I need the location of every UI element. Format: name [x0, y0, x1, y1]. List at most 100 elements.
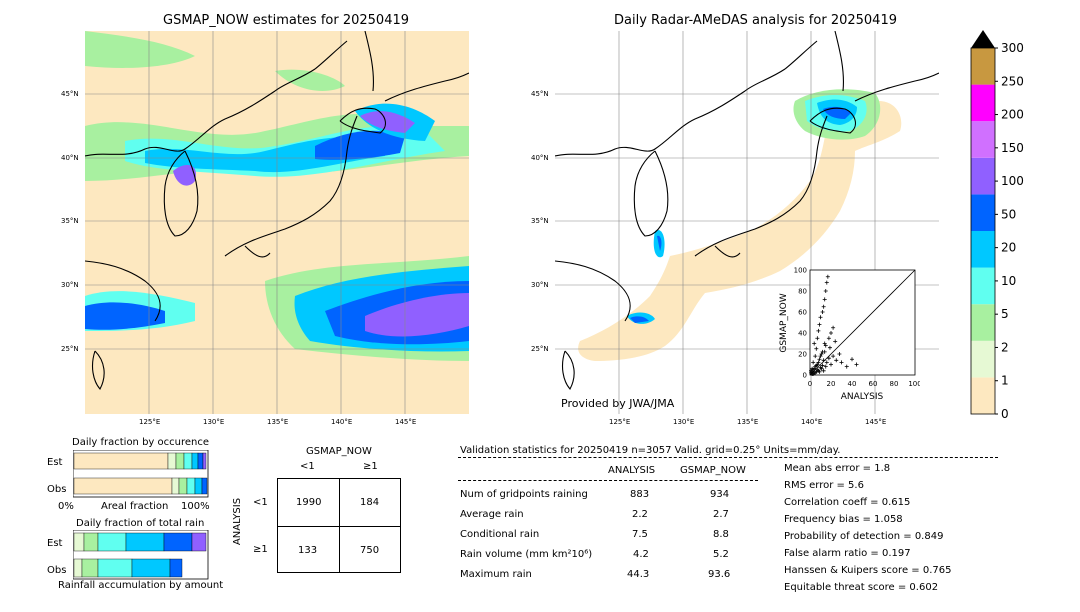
colorbar-extend-arrow: [971, 30, 995, 48]
scatter-point: [821, 304, 826, 309]
scatter-x-tick: 40: [848, 380, 857, 388]
contingency-col-lt1: <1: [300, 461, 315, 472]
scatter-x-tick: 100: [908, 380, 920, 388]
scatter-point: [833, 339, 838, 344]
scatter-point: [811, 360, 816, 365]
colorbar-label: 100: [1001, 174, 1024, 188]
score-mean-abs-error: Mean abs error = 1.8: [784, 463, 891, 474]
contingency-col-ge1: ≥1: [363, 461, 378, 472]
colorbar-label: 2: [1001, 340, 1009, 354]
scatter-x-tick: 0: [808, 380, 812, 388]
score-hk: Hanssen & Kuipers score = 0.765: [784, 565, 952, 576]
scatter-point: [813, 354, 818, 359]
stats-row-analysis: 44.3: [627, 569, 650, 580]
stats-row-analysis: 7.5: [632, 529, 648, 540]
scatter-point: [815, 336, 820, 341]
scatter-point: [844, 364, 849, 369]
scatter-point: [824, 280, 829, 285]
scatter-point: [817, 357, 822, 362]
scatter-point: [820, 310, 825, 314]
scatter-y-tick: 100: [794, 267, 807, 275]
scatter-y-tick: 40: [798, 330, 807, 338]
occurrence-row-obs: Obs: [47, 484, 67, 495]
scatter-point: [829, 331, 833, 335]
scatter-plot: 00 20 20 40 40 60 60 80 80 100 100 ANALYSIS GSMAP_…: [779, 267, 920, 403]
scatter-point: [831, 354, 836, 359]
stats-col-rule: [458, 480, 758, 481]
stats-row-gsmap: 2.7: [713, 509, 729, 520]
scatter-x-tick: 80: [890, 380, 899, 388]
stats-row-gsmap: 93.6: [708, 569, 731, 580]
occurrence-axis-mid: Areal fraction: [101, 501, 169, 512]
contingency-top-label: GSMAP_NOW: [306, 446, 372, 457]
contingency-cell-00: 1990: [296, 497, 322, 508]
score-correlation: Correlation coeff = 0.615: [784, 497, 911, 508]
colorbar-label: 20: [1001, 241, 1016, 255]
contingency-row-ge1: ≥1: [253, 544, 268, 555]
contingency-row-lt1: <1: [253, 497, 268, 508]
stats-row-label: Rain volume (mm km²10⁶): [460, 549, 593, 560]
colorbar-label: 0: [1001, 407, 1009, 421]
colorbar-segment: [971, 84, 995, 122]
scatter-point: [814, 363, 819, 368]
colorbar-label: 10: [1001, 274, 1016, 288]
colorbar-label: 300: [1001, 41, 1024, 55]
occurrence-bar-est: [73, 452, 207, 470]
scatter-point: [816, 360, 821, 365]
colorbar-segment: [971, 48, 995, 85]
total-rain-footer: Rainfall accumulation by amount: [58, 580, 224, 591]
scatter-point: [821, 368, 826, 373]
scatter-point: [817, 322, 822, 327]
scatter-point: [816, 328, 821, 333]
scatter-x-tick: 60: [869, 380, 878, 388]
scatter-point: [822, 341, 827, 346]
occurrence-bar-obs: [73, 477, 208, 495]
scatter-point: [850, 357, 854, 362]
stats-row-label: Num of gridpoints raining: [460, 489, 588, 500]
scatter-point: [829, 362, 833, 367]
scatter-point: [822, 297, 827, 302]
occurrence-axis-right: 100%: [181, 501, 210, 512]
left-map: [85, 31, 469, 414]
scatter-point: [819, 366, 824, 371]
stats-row-analysis: 2.2: [632, 509, 648, 520]
contingency-table: 1990 184 133 750: [277, 478, 401, 573]
scatter-y-tick: 80: [798, 288, 807, 296]
contingency-cell-11: 750: [360, 545, 380, 556]
stats-row-analysis: 883: [630, 489, 650, 500]
colorbar: 0 1 2 5 10 20 50 100 150 200 250 300: [970, 30, 1024, 421]
left-map-grid: [85, 31, 469, 414]
scatter-point: [837, 352, 842, 356]
scatter-point: [823, 343, 828, 348]
colorbar-segment: [971, 194, 995, 231]
scatter-point: [820, 349, 825, 354]
colorbar-label: 1: [1001, 374, 1009, 388]
scatter-xlabel: ANALYSIS: [841, 392, 884, 402]
scatter-point: [823, 289, 828, 293]
scatter-y-tick: 60: [798, 309, 807, 317]
colorbar-label: 250: [1001, 74, 1024, 88]
score-rms-error: RMS error = 5.6: [784, 480, 864, 491]
scatter-x-tick: 20: [827, 380, 836, 388]
colorbar-segment: [971, 340, 995, 378]
scatter-point: [831, 325, 836, 330]
score-pod: Probability of detection = 0.849: [784, 531, 944, 542]
stats-row-analysis: 4.2: [633, 549, 649, 560]
scatter-point: [812, 341, 817, 346]
scatter-point: [826, 356, 831, 361]
score-far: False alarm ratio = 0.197: [784, 548, 911, 559]
right-map-credit: Provided by JWA/JMA: [561, 397, 675, 410]
score-ets: Equitable threat score = 0.602: [784, 582, 939, 593]
total-rain-row-est: Est: [47, 538, 63, 549]
occurrence-axis-left: 0%: [58, 501, 74, 512]
scatter-point: [823, 364, 828, 369]
scatter-y-tick: 0: [803, 372, 807, 380]
colorbar-label: 50: [1001, 207, 1016, 221]
scatter-point: [813, 370, 818, 375]
contingency-cell-10: 133: [298, 545, 318, 556]
colorbar-segment: [971, 231, 995, 268]
right-map-coverage: [578, 100, 902, 362]
stats-row-gsmap: 934: [710, 489, 730, 500]
scatter-point: [834, 358, 839, 363]
colorbar-segment: [971, 267, 995, 305]
